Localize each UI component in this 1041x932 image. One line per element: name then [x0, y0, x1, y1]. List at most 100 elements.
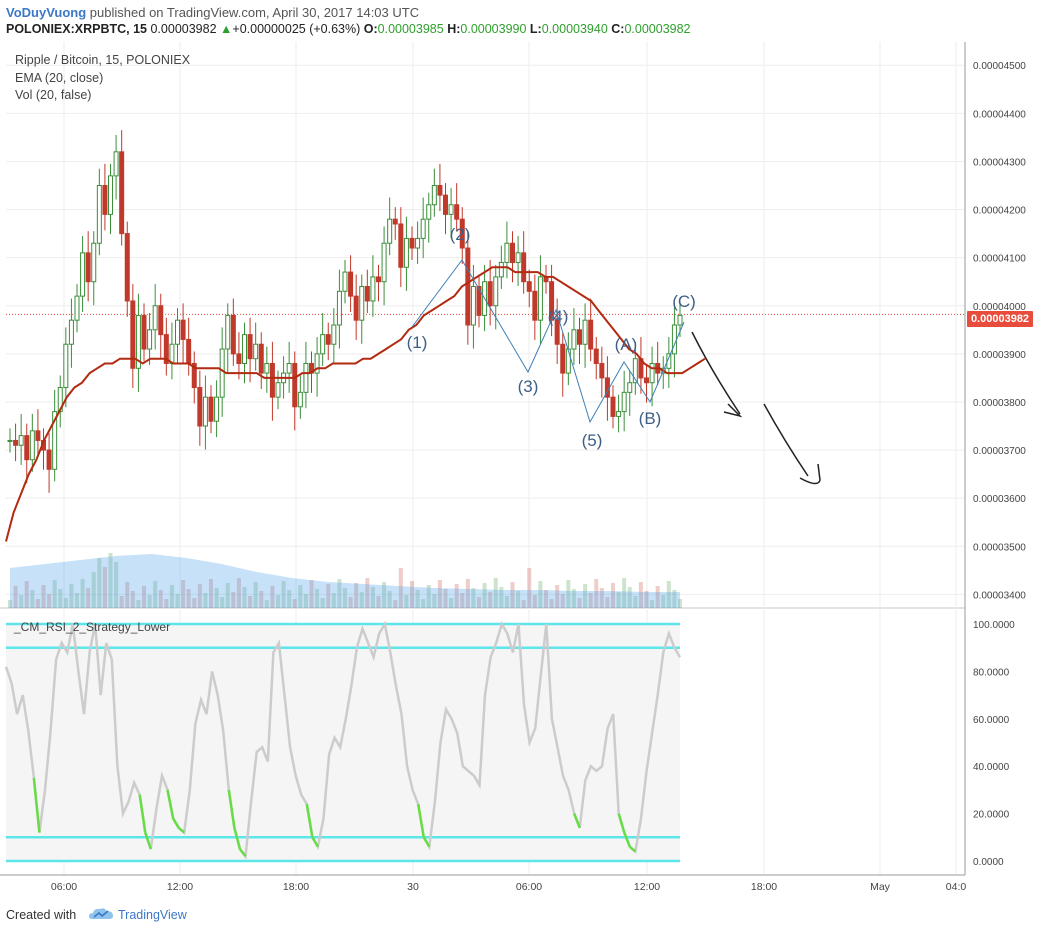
- candle-body: [593, 348, 599, 364]
- candle-body: [610, 396, 616, 417]
- volume-bar: [571, 589, 576, 608]
- volume-bar: [437, 580, 442, 608]
- candle-body: [599, 362, 605, 379]
- legend-title: Ripple / Bitcoin, 15, POLONIEX: [15, 53, 191, 67]
- wave-path: [411, 259, 685, 424]
- rsi-oversold-segment: [623, 832, 632, 848]
- rsi-line: [4, 620, 682, 860]
- candle-body: [415, 237, 421, 249]
- rsi-tick-label: 20.0000: [973, 810, 1010, 821]
- volume-bar: [421, 599, 426, 608]
- rsi-oversold-segment: [233, 827, 242, 850]
- volume-bar: [52, 580, 57, 608]
- volume-bar: [566, 580, 571, 608]
- candle-body: [532, 290, 538, 321]
- rsi-title: _CM_RSI_2_Strategy_Lower: [14, 620, 171, 634]
- candle-body: [46, 449, 52, 470]
- volume-bar: [387, 591, 392, 608]
- volume-bar: [404, 595, 409, 608]
- price-tick-label: 0.00003400: [973, 590, 1026, 601]
- volume-bar: [276, 595, 280, 608]
- volume-bar: [655, 586, 660, 608]
- volume-bar: [348, 597, 353, 608]
- candle-body: [158, 305, 164, 336]
- candle-body: [381, 242, 387, 283]
- legend-volume: Vol (20, false): [15, 88, 92, 102]
- candle-body: [264, 362, 270, 374]
- volume-bar: [19, 595, 24, 608]
- volume-bar: [197, 584, 202, 608]
- candle-body: [666, 353, 672, 369]
- volume-bar: [432, 594, 437, 608]
- price-tick-label: 0.00003500: [973, 542, 1026, 553]
- candle-body: [253, 343, 259, 360]
- candle-body: [230, 314, 236, 355]
- candle-body: [275, 382, 281, 398]
- candle-body: [510, 242, 515, 263]
- price-chart[interactable]: (1)(2)(3)(4)(5)(A)(B)(C) 0.000045000.000…: [0, 42, 1041, 900]
- volume-bar: [287, 590, 292, 608]
- candle-body: [348, 271, 354, 297]
- candle-body: [303, 362, 309, 393]
- volume-bar: [164, 599, 169, 608]
- candle-body: [560, 343, 566, 374]
- candle-body: [677, 314, 683, 326]
- candle-body: [24, 435, 30, 461]
- price-tick-label: 0.00003800: [973, 398, 1026, 409]
- volume-bar: [192, 598, 197, 608]
- volume-bar: [41, 585, 46, 608]
- volume-bar: [343, 588, 347, 608]
- rsi-oversold-segment: [177, 826, 186, 834]
- candle-body: [331, 324, 337, 345]
- candle-body: [96, 185, 102, 244]
- volume-bar: [544, 590, 548, 608]
- forecast-arrowhead: [723, 403, 743, 418]
- candle-body: [649, 362, 655, 384]
- volume-bar: [398, 568, 403, 608]
- time-tick-label: May: [870, 881, 891, 893]
- volume-bar: [326, 584, 331, 608]
- candle-body: [493, 276, 499, 307]
- rsi-oversold-segment: [172, 817, 180, 829]
- volume-bar: [320, 598, 325, 608]
- candle-body: [63, 343, 69, 389]
- volume-bar: [264, 600, 269, 608]
- candle-body: [225, 314, 231, 350]
- volume-bar: [638, 582, 643, 608]
- volume-bar: [443, 589, 448, 608]
- volume-bar: [516, 591, 521, 608]
- tradingview-link[interactable]: TradingView: [118, 908, 187, 922]
- footer: Created with TradingView: [0, 900, 1041, 932]
- volume-bar: [220, 597, 225, 608]
- candle-body: [621, 391, 627, 413]
- volume-bar: [465, 579, 470, 608]
- author-link[interactable]: VoDuyVuong: [6, 5, 87, 20]
- candle-body: [554, 319, 560, 345]
- candle-body: [325, 334, 331, 345]
- candle-body: [130, 300, 136, 369]
- volume-bar: [449, 598, 454, 608]
- volume-bar: [130, 591, 135, 608]
- volume-bar: [549, 599, 554, 608]
- time-tick-label: 18:00: [751, 881, 777, 893]
- volume-bar: [298, 585, 303, 608]
- candle-body: [258, 343, 264, 374]
- volume-bar: [181, 580, 186, 608]
- candles: [7, 130, 683, 493]
- volume-bar: [242, 587, 247, 608]
- candle-body: [80, 252, 86, 297]
- volume-bar: [236, 578, 241, 608]
- candle-body: [459, 218, 465, 249]
- candle-body: [577, 329, 582, 345]
- volume-bar: [203, 593, 208, 608]
- wave-label: (5): [582, 431, 603, 450]
- volume-bar: [482, 583, 487, 608]
- tradingview-cloud-icon[interactable]: [88, 906, 114, 922]
- rsi-oversold-segment: [138, 794, 147, 833]
- volume-bar: [91, 572, 96, 608]
- volume-bar: [376, 596, 381, 608]
- volume-bar: [532, 595, 537, 608]
- candle-body: [448, 204, 454, 215]
- rsi-tick-label: 0.0000: [973, 857, 1004, 868]
- candle-body: [74, 295, 80, 321]
